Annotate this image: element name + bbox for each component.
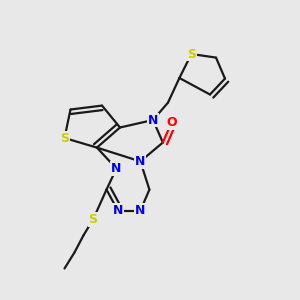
Text: N: N [148, 113, 158, 127]
Text: N: N [111, 162, 122, 175]
Text: O: O [166, 116, 177, 129]
Text: N: N [135, 155, 146, 168]
Text: S: S [187, 47, 196, 61]
Text: N: N [113, 204, 123, 217]
Text: S: S [60, 131, 69, 145]
Text: S: S [88, 213, 98, 226]
Text: N: N [135, 204, 146, 217]
